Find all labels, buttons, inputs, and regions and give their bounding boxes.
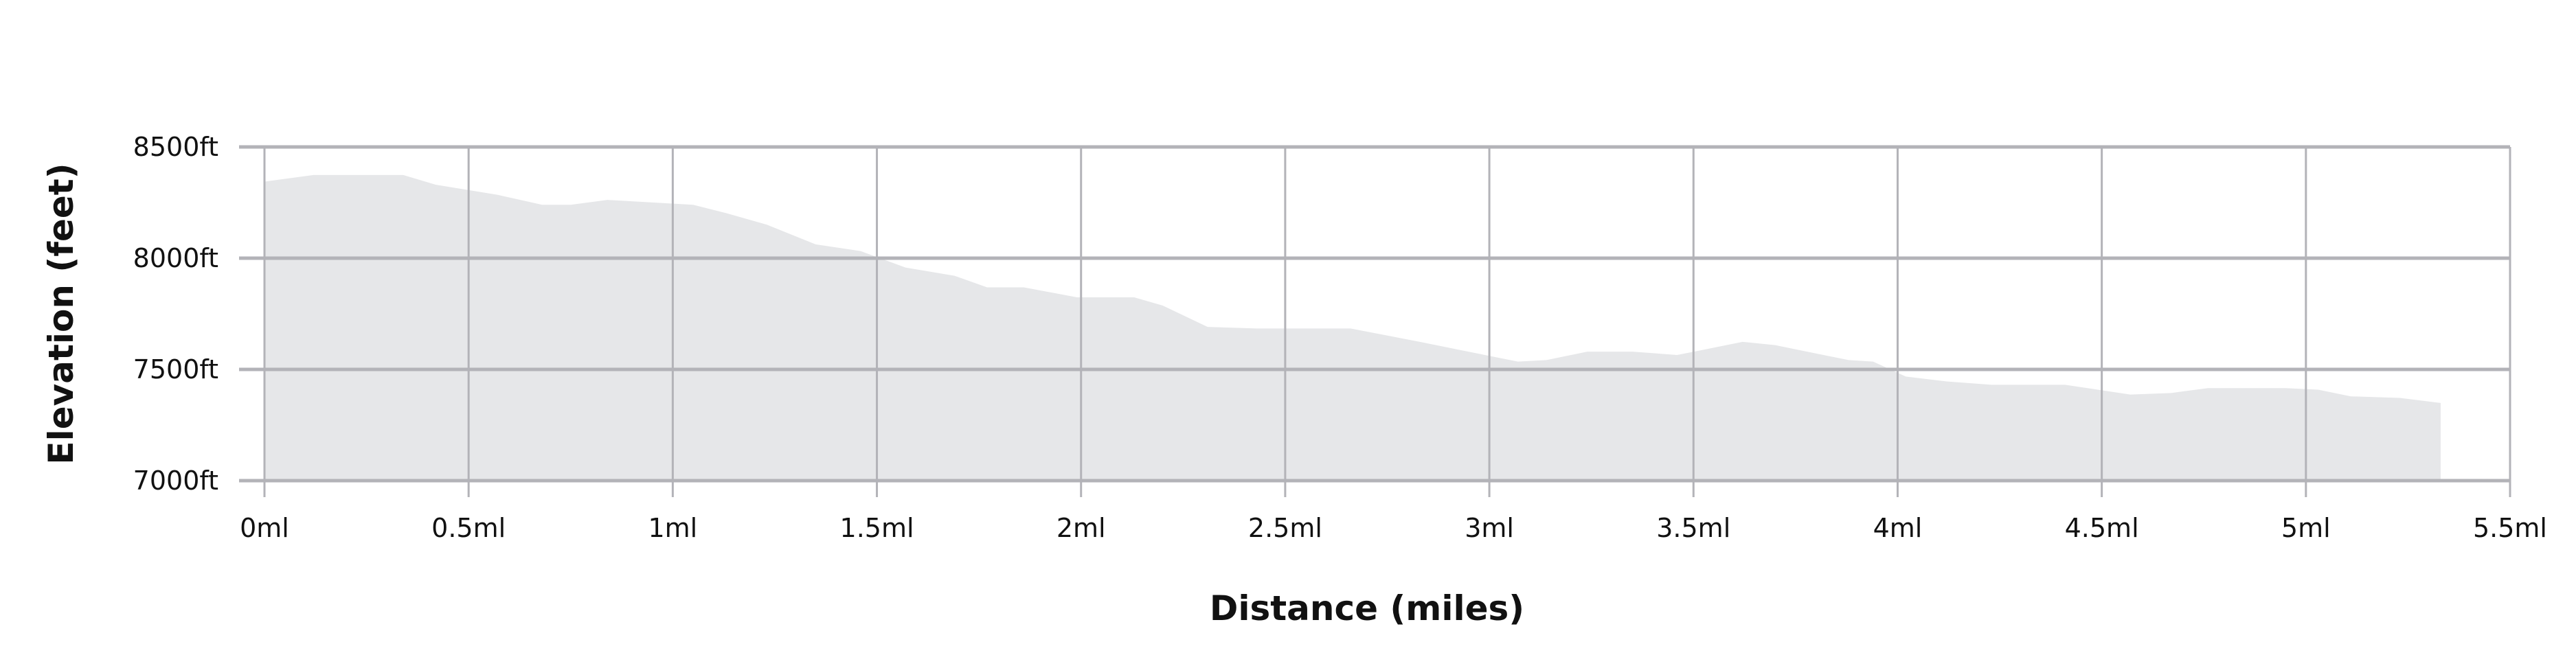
x-tick-label: 2.5ml	[1248, 513, 1322, 543]
y-tick-label: 7500ft	[133, 354, 218, 385]
x-tick-label: 2ml	[1057, 513, 1106, 543]
x-tick-label: 3.5ml	[1656, 513, 1730, 543]
x-tick-label: 0ml	[240, 513, 289, 543]
elevation-area	[264, 174, 2441, 481]
x-tick-label: 3ml	[1465, 513, 1514, 543]
x-tick-label: 1.5ml	[840, 513, 914, 543]
x-tick-label: 1ml	[648, 513, 697, 543]
x-tick-label: 4.5ml	[2065, 513, 2139, 543]
y-tick-label: 8000ft	[133, 243, 218, 273]
x-tick-label: 5.5ml	[2473, 513, 2547, 543]
x-tick-label: 0.5ml	[431, 513, 506, 543]
y-tick-label: 7000ft	[133, 466, 218, 496]
y-tick-label: 8500ft	[133, 132, 218, 162]
y-axis-title: Elevation (feet)	[41, 163, 81, 464]
x-tick-label: 5ml	[2281, 513, 2331, 543]
x-axis-title: Distance (miles)	[1210, 588, 1524, 628]
x-tick-label: 4ml	[1873, 513, 1923, 543]
